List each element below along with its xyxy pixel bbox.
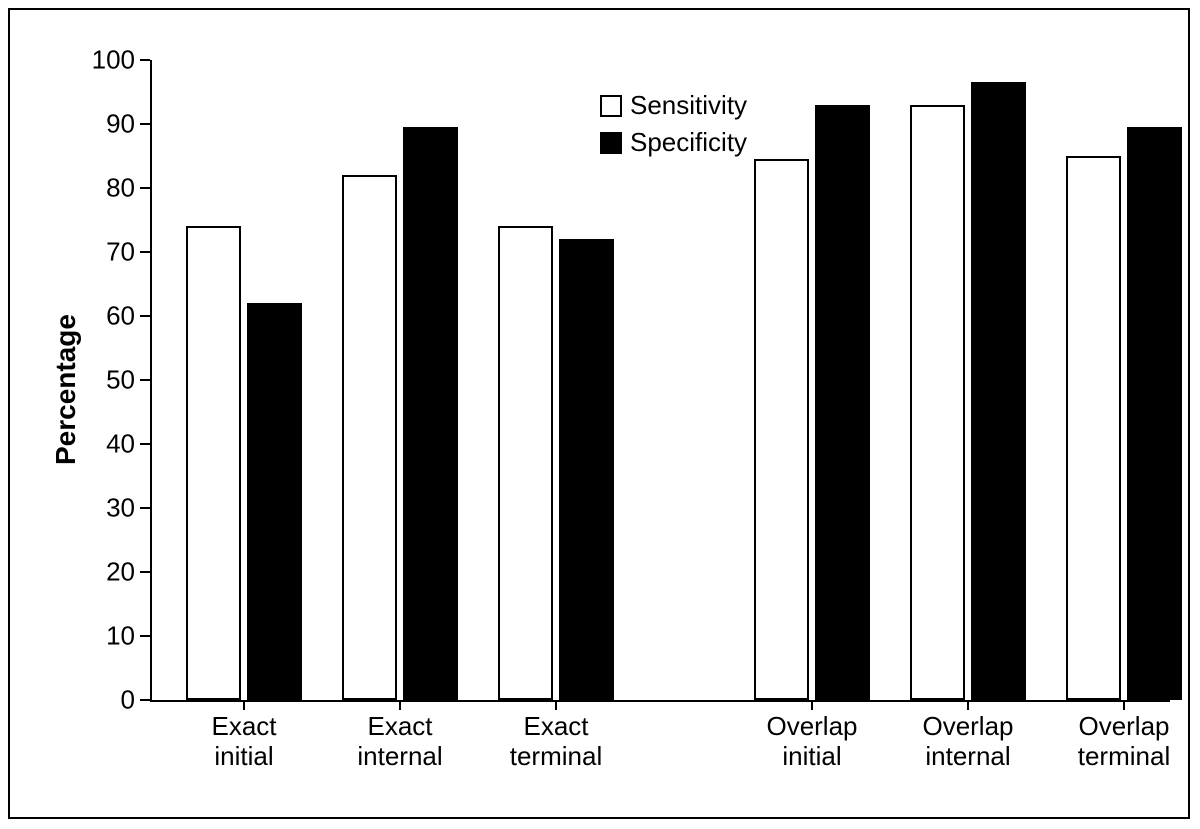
y-tick-label: 100 [80, 45, 135, 76]
bar-sensitivity [754, 159, 809, 700]
x-tick [555, 700, 557, 710]
legend: Sensitivity Specificity [600, 90, 747, 158]
y-axis-label: Percentage [50, 314, 82, 465]
y-tick-label: 90 [80, 109, 135, 140]
x-tick-label: Overlap terminal [1044, 712, 1200, 772]
y-tick [140, 59, 150, 61]
y-axis [150, 60, 152, 700]
legend-label: Specificity [630, 127, 747, 158]
bar-sensitivity [186, 226, 241, 700]
y-tick [140, 699, 150, 701]
bar-specificity [971, 82, 1026, 700]
y-tick-label: 20 [80, 557, 135, 588]
bar-specificity [403, 127, 458, 700]
legend-swatch [600, 132, 622, 154]
x-tick [243, 700, 245, 710]
y-tick [140, 123, 150, 125]
y-tick [140, 507, 150, 509]
x-tick-label: Exact internal [320, 712, 480, 772]
y-tick-label: 40 [80, 429, 135, 460]
y-tick [140, 635, 150, 637]
y-tick-label: 80 [80, 173, 135, 204]
legend-item: Specificity [600, 127, 747, 158]
y-tick-label: 30 [80, 493, 135, 524]
y-tick [140, 187, 150, 189]
legend-label: Sensitivity [630, 90, 747, 121]
y-tick-label: 0 [80, 685, 135, 716]
y-tick [140, 379, 150, 381]
y-tick [140, 251, 150, 253]
bar-specificity [815, 105, 870, 700]
bar-sensitivity [498, 226, 553, 700]
y-tick [140, 443, 150, 445]
legend-item: Sensitivity [600, 90, 747, 121]
x-tick-label: Overlap internal [888, 712, 1048, 772]
bar-specificity [1127, 127, 1182, 700]
x-tick [1123, 700, 1125, 710]
x-tick [967, 700, 969, 710]
y-tick-label: 60 [80, 301, 135, 332]
bar-sensitivity [1066, 156, 1121, 700]
y-tick-label: 70 [80, 237, 135, 268]
bar-specificity [559, 239, 614, 700]
bar-sensitivity [910, 105, 965, 700]
bar-specificity [247, 303, 302, 700]
legend-swatch [600, 95, 622, 117]
x-tick-label: Exact terminal [476, 712, 636, 772]
y-tick [140, 315, 150, 317]
y-tick [140, 571, 150, 573]
bar-chart: 0 10 20 30 40 50 60 70 80 90 100 Percentage Exact … [0, 0, 1200, 829]
x-tick-label: Overlap initial [732, 712, 892, 772]
x-tick-label: Exact initial [164, 712, 324, 772]
bar-sensitivity [342, 175, 397, 700]
y-tick-label: 10 [80, 621, 135, 652]
x-tick [811, 700, 813, 710]
x-tick [399, 700, 401, 710]
y-tick-label: 50 [80, 365, 135, 396]
x-axis [150, 700, 1170, 702]
